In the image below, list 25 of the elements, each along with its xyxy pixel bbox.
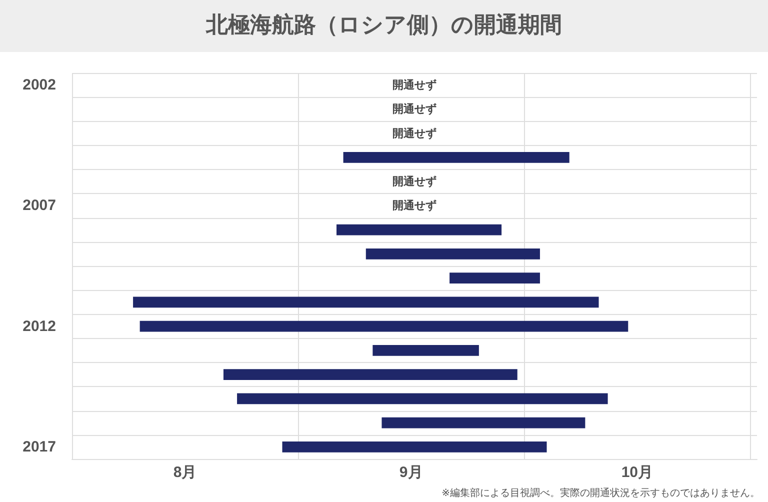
bar bbox=[282, 442, 547, 452]
bar bbox=[382, 417, 586, 428]
y-tick-label: 2012 bbox=[22, 318, 56, 335]
chart-title: 北極海航路（ロシア側）の開通期間 bbox=[0, 0, 768, 52]
x-tick-label: 10月 bbox=[621, 464, 654, 481]
bar bbox=[140, 320, 628, 332]
text: 開通せず bbox=[392, 78, 436, 92]
bar bbox=[366, 248, 540, 260]
bar bbox=[237, 393, 608, 404]
bar bbox=[343, 152, 570, 163]
text: 開通せず bbox=[392, 102, 436, 116]
x-tick-label: 9月 bbox=[399, 464, 423, 481]
bar bbox=[133, 296, 599, 308]
y-tick-label: 2002 bbox=[22, 76, 56, 94]
text: 開通せず bbox=[392, 175, 436, 188]
bar bbox=[450, 272, 540, 284]
text: ※編集部による目視調べ。実際の開通状況を示すものではありません。 bbox=[442, 486, 760, 500]
bar bbox=[336, 224, 502, 236]
y-tick-label: 2007 bbox=[22, 197, 56, 214]
y-tick-label: 2017 bbox=[22, 438, 56, 456]
text: 開通せず bbox=[392, 126, 436, 140]
bar bbox=[223, 369, 518, 380]
x-tick-label: 8月 bbox=[173, 464, 197, 481]
text: 開通せず bbox=[392, 199, 436, 212]
bar bbox=[372, 345, 479, 356]
